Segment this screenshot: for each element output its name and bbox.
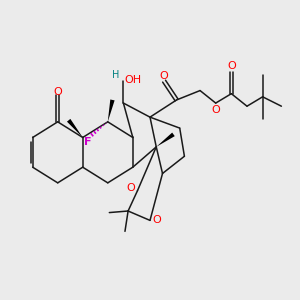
Polygon shape (108, 100, 115, 122)
Text: O: O (126, 183, 135, 193)
Polygon shape (67, 119, 83, 137)
Text: O: O (211, 105, 220, 115)
Text: O: O (227, 61, 236, 71)
Text: OH: OH (124, 75, 141, 85)
Text: O: O (53, 87, 62, 97)
Text: F: F (84, 136, 92, 147)
Text: O: O (160, 70, 169, 80)
Text: H: H (112, 70, 119, 80)
Text: O: O (152, 215, 161, 225)
Polygon shape (156, 133, 175, 147)
